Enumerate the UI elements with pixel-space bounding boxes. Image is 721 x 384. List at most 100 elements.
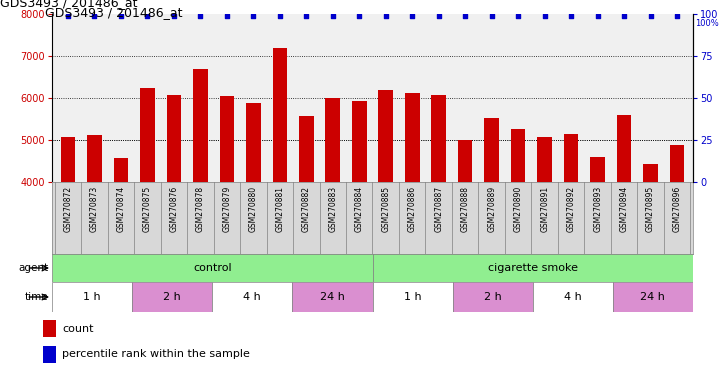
Text: 1 h: 1 h <box>83 292 101 302</box>
Point <box>353 13 365 19</box>
Text: cigarette smoke: cigarette smoke <box>487 263 578 273</box>
Point <box>168 13 180 19</box>
Bar <box>43 346 56 362</box>
Point <box>195 13 206 19</box>
Text: 24 h: 24 h <box>320 292 345 302</box>
Bar <box>617 115 632 182</box>
Text: 24 h: 24 h <box>640 292 665 302</box>
Text: GSM270880: GSM270880 <box>249 185 258 232</box>
Text: GSM270879: GSM270879 <box>222 185 231 232</box>
Text: GSM270883: GSM270883 <box>328 185 337 232</box>
Point <box>459 13 471 19</box>
Point <box>433 13 444 19</box>
Text: GSM270881: GSM270881 <box>275 185 284 232</box>
Bar <box>273 48 287 182</box>
Bar <box>405 93 420 182</box>
Text: control: control <box>193 263 231 273</box>
Point <box>513 13 524 19</box>
Bar <box>114 159 128 182</box>
Bar <box>485 118 499 182</box>
Point <box>274 13 286 19</box>
Text: GSM270884: GSM270884 <box>355 185 364 232</box>
Bar <box>246 103 260 182</box>
Bar <box>212 282 293 312</box>
Bar <box>61 137 75 182</box>
Bar <box>533 282 613 312</box>
Bar <box>643 164 658 182</box>
Point <box>327 13 339 19</box>
Point <box>62 13 74 19</box>
Point <box>565 13 577 19</box>
Bar <box>52 282 132 312</box>
Bar <box>373 254 693 282</box>
Point <box>592 13 603 19</box>
Text: GSM270893: GSM270893 <box>593 185 602 232</box>
Bar <box>43 320 56 337</box>
Text: GSM270875: GSM270875 <box>143 185 152 232</box>
Point <box>380 13 392 19</box>
Text: GSM270887: GSM270887 <box>434 185 443 232</box>
Bar <box>537 137 552 182</box>
Text: GSM270886: GSM270886 <box>408 185 417 232</box>
Text: GSM270896: GSM270896 <box>673 185 681 232</box>
Point <box>407 13 418 19</box>
Point <box>301 13 312 19</box>
Text: GDS3493 / 201486_at: GDS3493 / 201486_at <box>0 0 138 9</box>
Bar <box>219 96 234 182</box>
Text: GSM270874: GSM270874 <box>116 185 125 232</box>
Text: percentile rank within the sample: percentile rank within the sample <box>62 349 250 359</box>
Bar <box>458 139 472 182</box>
Text: 2 h: 2 h <box>164 292 181 302</box>
Text: agent: agent <box>18 263 48 273</box>
Bar <box>87 136 102 182</box>
Point <box>619 13 630 19</box>
Point <box>141 13 153 19</box>
Bar <box>167 96 181 182</box>
Point <box>221 13 233 19</box>
Text: GSM270889: GSM270889 <box>487 185 496 232</box>
Text: GSM270888: GSM270888 <box>461 185 469 232</box>
Text: GSM270878: GSM270878 <box>196 185 205 232</box>
Text: GSM270873: GSM270873 <box>90 185 99 232</box>
Point <box>671 13 683 19</box>
Point <box>539 13 550 19</box>
Text: GSM270891: GSM270891 <box>540 185 549 232</box>
Text: GSM270895: GSM270895 <box>646 185 655 232</box>
Bar <box>511 129 526 182</box>
Point <box>115 13 127 19</box>
Text: GSM270890: GSM270890 <box>513 185 523 232</box>
Bar <box>613 282 693 312</box>
Bar <box>52 254 373 282</box>
Bar <box>564 134 578 182</box>
Point <box>645 13 656 19</box>
Bar <box>293 282 373 312</box>
Bar <box>453 282 533 312</box>
Bar <box>193 70 208 182</box>
Bar <box>299 116 314 182</box>
Text: GSM270892: GSM270892 <box>567 185 575 232</box>
Bar <box>590 157 605 182</box>
Text: 4 h: 4 h <box>564 292 582 302</box>
Bar <box>670 146 684 182</box>
Bar <box>140 88 154 182</box>
Text: 1 h: 1 h <box>404 292 421 302</box>
Bar <box>373 282 453 312</box>
Text: GSM270885: GSM270885 <box>381 185 390 232</box>
Text: GSM270876: GSM270876 <box>169 185 178 232</box>
Text: 100%: 100% <box>695 19 719 28</box>
Point <box>247 13 259 19</box>
Text: count: count <box>62 323 94 333</box>
Bar <box>379 91 393 182</box>
Text: GSM270894: GSM270894 <box>619 185 629 232</box>
Bar <box>352 101 366 182</box>
Bar <box>132 282 212 312</box>
Text: 2 h: 2 h <box>484 292 502 302</box>
Text: GSM270882: GSM270882 <box>302 185 311 232</box>
Text: 4 h: 4 h <box>244 292 261 302</box>
Bar <box>325 98 340 182</box>
Point <box>486 13 497 19</box>
Bar <box>431 95 446 182</box>
Text: time: time <box>25 292 48 302</box>
Point <box>89 13 100 19</box>
Text: GSM270872: GSM270872 <box>63 185 72 232</box>
